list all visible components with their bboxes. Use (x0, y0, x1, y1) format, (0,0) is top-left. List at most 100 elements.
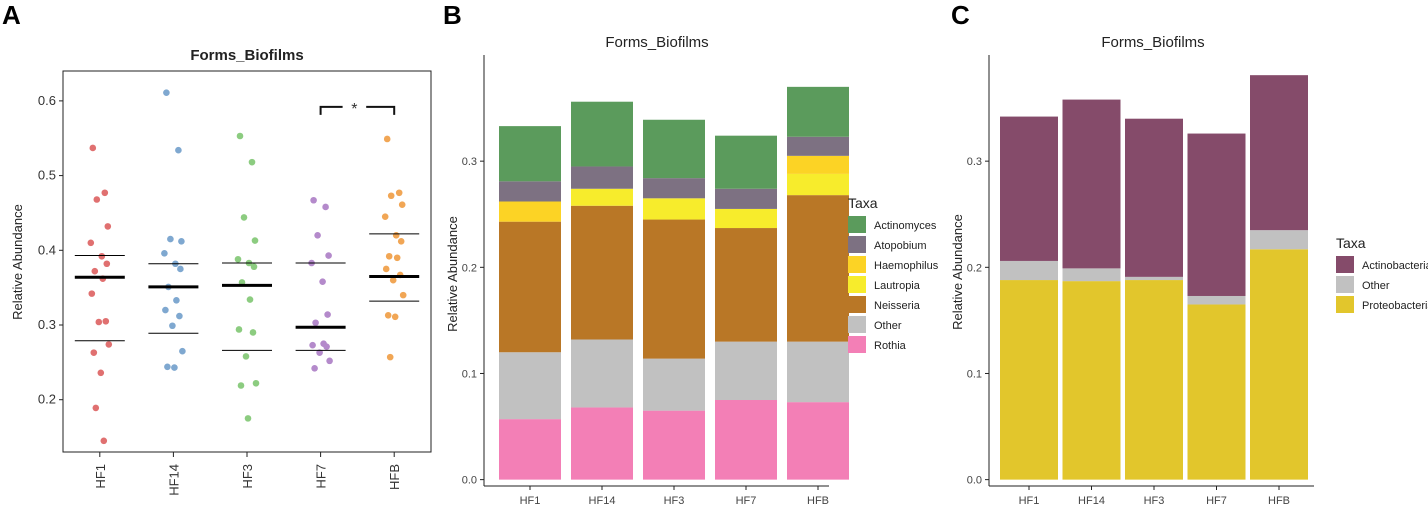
y-tick-label: 0.6 (38, 93, 56, 108)
data-point-hf3 (236, 132, 244, 140)
data-point-hf3 (240, 214, 248, 221)
data-point-hf7 (325, 252, 332, 259)
data-point-hf3 (250, 263, 258, 271)
bar-segment-hfb-other (787, 341, 849, 403)
data-point-hf1 (98, 252, 106, 260)
legend-swatch-other (1336, 276, 1354, 293)
data-point-hf3 (234, 255, 242, 263)
x-tick-label-hf3: HF3 (240, 464, 255, 489)
chart-c-y-axis: 0.0 0.1 0.2 0.3 (967, 156, 989, 487)
data-point-hfb (383, 135, 391, 143)
chart-a-ylabel: Relative Abundance (10, 204, 25, 320)
y-tick-label: 0.4 (38, 242, 56, 257)
chart-c-bars (1000, 75, 1308, 480)
data-point-hf3 (249, 329, 257, 336)
data-point-hf3 (237, 382, 245, 389)
y-tick-label: 0.1 (967, 368, 982, 380)
data-point-hf7 (312, 319, 319, 327)
data-point-hf7 (310, 196, 317, 204)
bar-segment-hf14-atopobium (571, 166, 633, 189)
chart-a-summary-lines (74, 233, 420, 351)
x-tick-label-hfb: HFB (1268, 495, 1290, 507)
panel-c: C Forms_Biofilms Relative Abundance 0.00… (950, 0, 1428, 507)
chart-b-ylabel: Relative Abundance (445, 216, 460, 332)
data-point-hf1 (87, 239, 95, 247)
bar-segment-hf1-actinomyces (499, 126, 561, 182)
y-tick-label: 0.2 (967, 262, 982, 274)
bar-segment-hf1-actinobacteria (1000, 116, 1058, 261)
data-point-hfb (386, 353, 394, 361)
data-point-hf1 (97, 369, 105, 377)
legend-label-haemophilus: Haemophilus (874, 260, 939, 272)
bar-segment-hf1-rothia (499, 419, 561, 480)
x-tick-label-hf1: HF1 (1019, 495, 1040, 507)
legend-label-actinomyces: Actinomyces (874, 220, 937, 232)
legend-swatch-lautropia (848, 276, 866, 293)
bar-segment-hf3-atopobium (643, 178, 705, 199)
legend-label-other: Other (874, 320, 902, 332)
y-tick-label: 0.1 (462, 368, 477, 380)
x-tick-label-hfb: HFB (807, 495, 829, 507)
bar-segment-hf3-other (643, 358, 705, 411)
x-tick-label-hf14: HF14 (589, 495, 616, 507)
panel-b: B Forms_Biofilms Relative Abundance 0.00… (443, 0, 939, 507)
bar-segment-hf1-haemophilus (499, 201, 561, 222)
data-point-hf1 (105, 341, 113, 348)
bar-segment-hf1-atopobium (499, 181, 561, 202)
bar-segment-hf7-actinomyces (715, 135, 777, 189)
chart-c-title: Forms_Biofilms (1101, 34, 1204, 51)
data-point-hf7 (319, 278, 326, 285)
data-point-hf14 (173, 297, 180, 304)
legend-swatch-proteobacteria (1336, 296, 1354, 313)
y-tick-label: 0.3 (38, 317, 56, 332)
legend-label-lautropia: Lautropia (874, 280, 921, 292)
y-tick-label: 0.2 (462, 262, 477, 274)
x-tick-label-hf3: HF3 (1144, 495, 1165, 507)
chart-c-ylabel: Relative Abundance (950, 214, 965, 330)
chart-c-legend: Taxa Actinobacteria Other Proteobacteria (1336, 235, 1428, 313)
data-point-hf1 (100, 437, 108, 445)
data-point-hf1 (104, 223, 112, 230)
bar-segment-hf3-other (1125, 276, 1183, 281)
data-point-hfb (395, 189, 403, 197)
bar-segment-hfb-atopobium (787, 136, 849, 156)
panel-label-a: A (2, 0, 21, 30)
bar-segment-hf7-proteobacteria (1187, 304, 1246, 480)
bar-segment-hfb-neisseria (787, 195, 849, 342)
bar-segment-hf14-other (571, 339, 633, 408)
legend-label-rothia: Rothia (874, 340, 907, 352)
data-point-hf1 (95, 318, 103, 326)
bar-segment-hfb-actinobacteria (1250, 75, 1308, 231)
data-point-hf3 (242, 353, 250, 360)
bar-segment-hf14-actinobacteria (1062, 99, 1121, 269)
data-point-hf7 (323, 343, 330, 350)
bar-segment-hf3-actinomyces (643, 119, 705, 179)
data-point-hf14 (179, 347, 186, 355)
legend-swatch-actinobacteria (1336, 256, 1354, 273)
bar-segment-hf1-other (499, 352, 561, 420)
y-tick-label: 0.0 (967, 475, 982, 487)
bar-segment-hfb-proteobacteria (1250, 249, 1308, 480)
data-point-hfb (384, 311, 392, 319)
data-point-hf3 (235, 326, 243, 333)
data-point-hf1 (89, 144, 97, 152)
data-point-hfb (398, 201, 406, 209)
bar-segment-hf14-actinomyces (571, 101, 633, 167)
bar-segment-hf7-other (715, 341, 777, 401)
y-tick-label: 0.3 (967, 156, 982, 168)
chart-b-legend: Taxa Actinomyces Atopobium Haemophilus Laut… (848, 195, 939, 353)
legend-label-other: Other (1362, 280, 1390, 292)
bar-segment-hf1-other (1000, 260, 1058, 281)
legend-label-neisseria: Neisseria (874, 300, 921, 312)
data-point-hf7 (322, 203, 329, 211)
panel-label-c: C (951, 0, 970, 30)
legend-swatch-haemophilus (848, 256, 866, 273)
legend-swatch-neisseria (848, 296, 866, 313)
significance-label: * (351, 101, 357, 118)
data-point-hfb (389, 276, 397, 284)
bar-segment-hfb-lautropia (787, 173, 849, 196)
bar-segment-hfb-haemophilus (787, 155, 849, 174)
x-tick-label-hf7: HF7 (736, 495, 757, 507)
data-point-hf7 (316, 349, 323, 356)
